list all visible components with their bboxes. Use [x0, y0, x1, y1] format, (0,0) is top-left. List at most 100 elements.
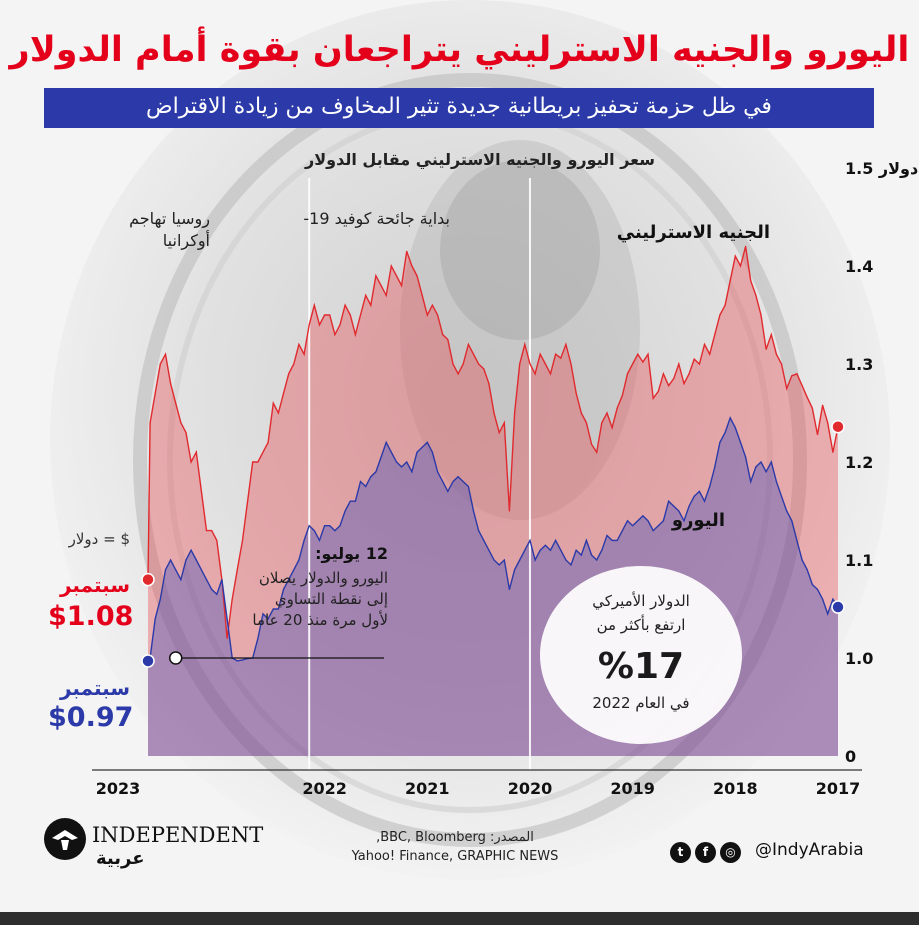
data-point-gbp [585, 422, 588, 424]
data-point-gbp [549, 373, 552, 375]
data-point-gbp [416, 275, 418, 277]
line-gbp [147, 246, 839, 639]
data-point-eur [729, 417, 731, 419]
data-point-eur [390, 451, 392, 453]
data-point-gbp [154, 392, 156, 394]
data-point-eur [524, 549, 526, 551]
data-point-eur [185, 559, 187, 561]
data-point-gbp [796, 373, 798, 375]
data-point-gbp [580, 412, 582, 414]
data-point-eur [200, 569, 202, 571]
data-point-eur [164, 569, 167, 571]
data-point-gbp [693, 358, 695, 360]
data-point-eur [662, 520, 665, 522]
data-point-eur [154, 618, 156, 620]
data-point-eur [760, 461, 762, 463]
data-point-gbp [467, 343, 469, 345]
data-point-eur [683, 520, 685, 522]
data-point-gbp [775, 353, 778, 355]
data-point-eur [750, 481, 752, 483]
data-point-gbp [457, 373, 459, 375]
facebook-icon[interactable]: f [695, 842, 716, 863]
data-point-eur [329, 525, 331, 527]
y-tick-label: 1.5 دولار [845, 159, 918, 178]
data-point-gbp [662, 373, 665, 375]
data-point-gbp [703, 343, 706, 345]
data-point-eur [606, 534, 608, 537]
data-point-gbp [216, 539, 218, 542]
data-point-gbp [472, 353, 475, 355]
data-point-gbp [791, 375, 793, 377]
data-point-gbp [226, 637, 228, 640]
data-point-eur [406, 461, 408, 463]
event-label-covid: بداية جائحة كوفيد 19- [303, 209, 450, 228]
data-point-gbp [729, 280, 731, 282]
data-point-eur [745, 456, 747, 458]
parity-marker [168, 651, 183, 665]
data-point-eur [555, 539, 557, 542]
source-line-1: المصدر: BBC, Bloomberg, [376, 830, 534, 845]
data-point-eur [591, 554, 593, 556]
data-point-eur [519, 559, 521, 561]
headline: اليورو والجنيه الاسترليني يتراجعان بقوة … [9, 30, 910, 70]
data-point-eur [734, 427, 736, 429]
data-point-eur [611, 539, 613, 542]
data-point-gbp [447, 338, 449, 341]
data-point-gbp [334, 334, 336, 336]
data-point-eur [354, 500, 356, 502]
data-point-eur [447, 490, 449, 492]
subtitle-bar: في ظل حزمة تحفيز بريطانية جديدة تثير الم… [44, 88, 874, 128]
data-point-gbp [822, 404, 824, 406]
data-point-eur [272, 608, 274, 610]
data-point-eur [739, 441, 742, 443]
end-dot-left-0 [141, 572, 155, 587]
x-tick-label: 2017 [816, 779, 861, 798]
x-tick-label: 2019 [610, 779, 655, 798]
gbp-value: $1.08 [48, 601, 134, 632]
source-note: المصدر: BBC, Bloomberg, Yahoo! Finance, … [330, 828, 580, 866]
data-point-eur [293, 569, 295, 571]
end-dot-right-0 [831, 419, 845, 434]
data-point-gbp [632, 363, 634, 365]
data-point-eur [652, 530, 654, 532]
data-point-eur [344, 510, 346, 512]
data-point-eur [503, 559, 505, 561]
gbp-month: سبتمبر [59, 573, 130, 597]
data-point-gbp [293, 363, 295, 365]
data-point-eur [318, 539, 321, 542]
social-handle[interactable]: @IndyArabia [755, 840, 864, 860]
data-point-gbp [698, 363, 701, 365]
data-point-eur [431, 451, 433, 453]
highlight-value: %17 [597, 646, 685, 687]
data-point-gbp [668, 385, 670, 387]
eur-month: سبتمبر [59, 676, 130, 700]
data-point-gbp [832, 451, 834, 453]
data-point-gbp [596, 451, 598, 453]
instagram-icon[interactable]: ◎ [720, 842, 741, 863]
data-point-eur [483, 539, 485, 542]
data-point-eur [411, 471, 413, 473]
data-point-eur [324, 525, 326, 527]
x-tick-label: 2021 [405, 779, 450, 798]
source-line-2: Yahoo! Finance, GRAPHIC NEWS [351, 849, 559, 864]
data-point-eur [539, 549, 541, 551]
data-point-eur [349, 500, 351, 502]
data-point-gbp [688, 373, 690, 375]
y-tick-label: 0 [845, 747, 856, 766]
data-point-eur [703, 500, 706, 502]
data-point-eur [190, 549, 192, 551]
data-point-gbp [354, 334, 356, 336]
x-tick-label: 2018 [713, 779, 758, 798]
data-point-gbp [683, 383, 685, 385]
data-point-eur [632, 525, 634, 527]
data-point-gbp [431, 304, 433, 306]
eur-value: $0.97 [48, 702, 134, 733]
data-point-eur [811, 583, 813, 586]
callout-line-3: لأول مرة منذ 20 عاما [252, 611, 388, 629]
data-point-eur [514, 569, 516, 571]
data-point-gbp [524, 343, 526, 345]
data-point-eur [416, 451, 418, 453]
currency-key: $ = دولار [68, 530, 130, 548]
twitter-icon[interactable]: t [670, 842, 691, 863]
